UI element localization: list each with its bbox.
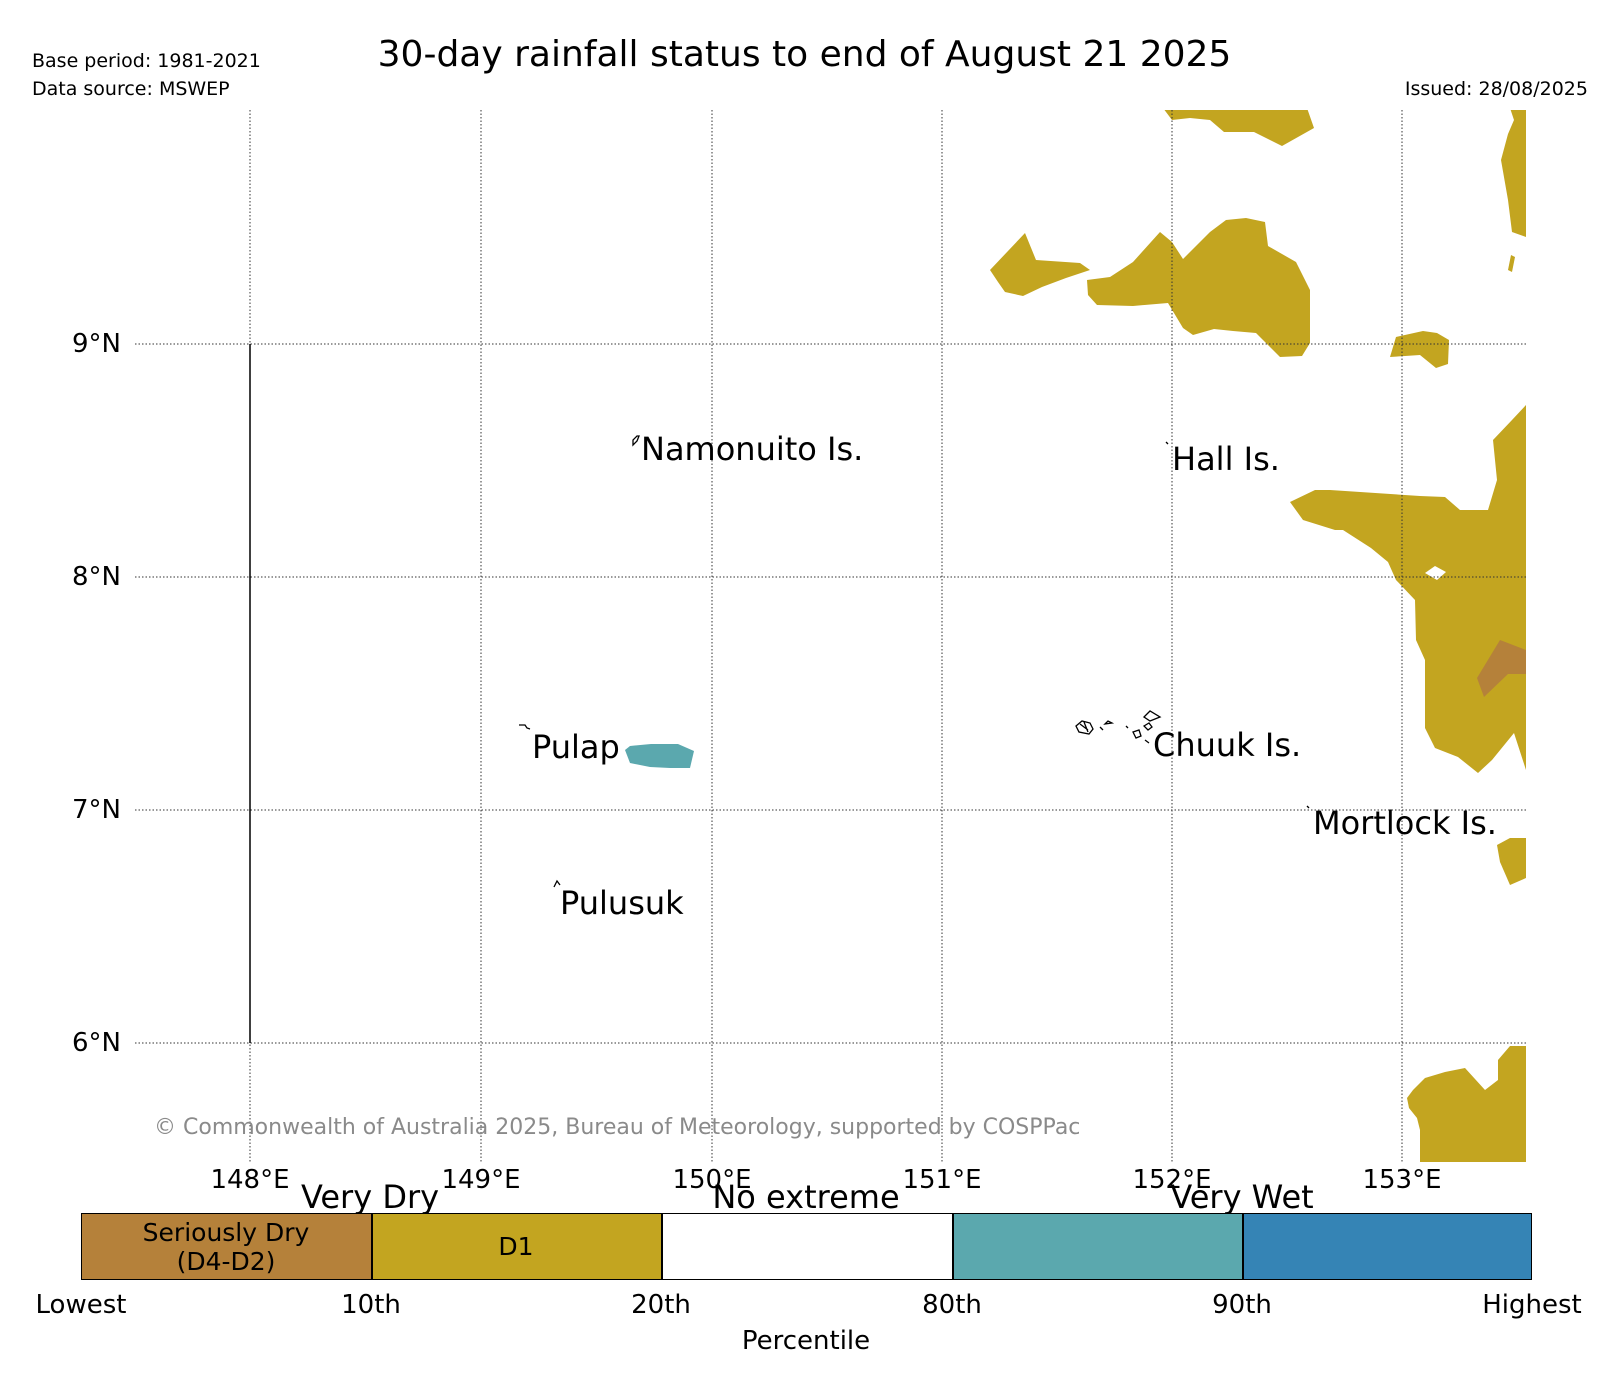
- legend-swatch-d1: D1: [371, 1213, 661, 1280]
- percentile-tick-label: Lowest: [35, 1290, 127, 1320]
- lon-label: 150°E: [672, 1165, 751, 1195]
- legend-swatch-very-wet: [1242, 1213, 1532, 1280]
- place-label-namonuito: Namonuito Is.: [641, 430, 863, 468]
- lon-label: 152°E: [1132, 1165, 1211, 1195]
- namonuito-island: [632, 435, 640, 447]
- place-label-hall: Hall Is.: [1172, 440, 1280, 478]
- pulap-island: [519, 724, 531, 730]
- percentile-tick-label: Highest: [1482, 1290, 1582, 1320]
- percentile-tick-label: 10th: [341, 1290, 401, 1320]
- data-source-note: Data source: MSWEP: [32, 78, 230, 100]
- legend-swatch-wet: [952, 1213, 1242, 1280]
- legend-divider: [371, 1213, 373, 1280]
- issued-date: Issued: 28/08/2025: [1404, 78, 1588, 100]
- islands: [519, 435, 1310, 888]
- legend-label-d1: D1: [498, 1232, 534, 1261]
- place-label-pulap: Pulap: [532, 728, 620, 766]
- place-label-mortlock: Mortlock Is.: [1313, 804, 1497, 842]
- legend-swatch-seriously-dry: Seriously Dry (D4-D2): [81, 1213, 371, 1280]
- legend-divider: [1242, 1213, 1244, 1280]
- lat-label: 6°N: [72, 1028, 121, 1058]
- lat-label: 7°N: [72, 795, 121, 825]
- place-label-chuuk: Chuuk Is.: [1153, 726, 1301, 764]
- copyright-notice: © Commonwealth of Australia 2025, Bureau…: [154, 1115, 1080, 1140]
- map-title: 30-day rainfall status to end of August …: [377, 34, 1232, 75]
- legend-group-very-dry: Very Dry: [300, 1178, 440, 1216]
- percentile-axis-label: Percentile: [741, 1326, 871, 1356]
- legend-group-no-extreme: No extreme: [712, 1178, 900, 1216]
- seriously-dry-region: [1477, 640, 1526, 697]
- lat-label: 9°N: [72, 329, 121, 359]
- legend-colorbar-frame: [81, 1213, 1532, 1280]
- legend-label-seriously-dry: Seriously Dry: [142, 1217, 310, 1247]
- lon-label: 149°E: [441, 1165, 520, 1195]
- place-label-pulusuk: Pulusuk: [560, 884, 684, 922]
- pulusuk-island: [553, 879, 561, 888]
- lon-label: 151°E: [902, 1165, 981, 1195]
- lon-label: 148°E: [210, 1165, 289, 1195]
- wet-region: [625, 744, 694, 768]
- legend-divider: [952, 1213, 954, 1280]
- lat-label: 8°N: [72, 562, 121, 592]
- rainfall-shading: [625, 110, 1526, 1162]
- lon-label: 153°E: [1362, 1165, 1441, 1195]
- base-period-note: Base period: 1981-2021: [32, 50, 261, 72]
- percentile-tick-label: 20th: [631, 1290, 691, 1320]
- d1-regions: [990, 110, 1526, 1162]
- legend-group-very-wet: Very Wet: [1170, 1178, 1314, 1216]
- legend-swatch-no-extreme: [661, 1213, 952, 1280]
- chuuk-islands: [1075, 720, 1094, 735]
- percentile-tick-label: 90th: [1212, 1290, 1272, 1320]
- percentile-tick-label: 80th: [922, 1290, 982, 1320]
- legend-divider: [661, 1213, 663, 1280]
- legend-label-d4-d2: (D4-D2): [176, 1246, 276, 1276]
- graticule: [135, 110, 1526, 1162]
